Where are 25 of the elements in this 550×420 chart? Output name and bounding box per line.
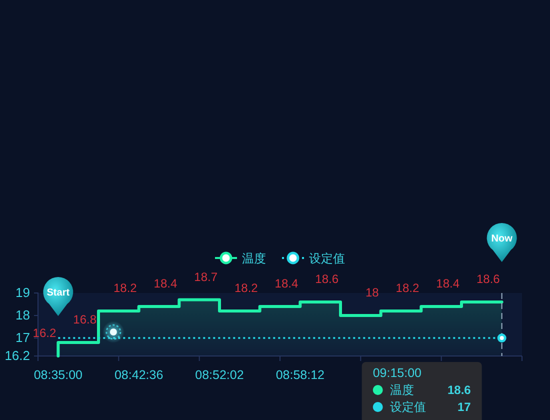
data-label: 18.4 — [274, 276, 298, 290]
data-label: 18.7 — [194, 270, 218, 284]
data-label: 18.6 — [315, 272, 339, 286]
x-tick-label: 08:42:36 — [114, 368, 164, 382]
data-label: 18.2 — [396, 281, 420, 295]
data-label: 18.6 — [476, 272, 500, 286]
x-tick-label: 08:58:12 — [276, 368, 325, 382]
data-label: 18.4 — [436, 276, 460, 290]
annotation: Start — [46, 288, 70, 298]
data-label: 16.2 — [32, 326, 56, 340]
data-label: 18.2 — [234, 281, 258, 295]
data-label: 18.2 — [113, 281, 138, 295]
text: Now — [491, 234, 513, 244]
y-tick-label: 19 — [16, 285, 30, 300]
data-label: 16.8 — [73, 312, 97, 326]
data-label: 18.4 — [154, 276, 178, 290]
y-tick-label: 16.2 — [4, 348, 30, 364]
y-tick-label: 18 — [16, 308, 30, 323]
y-tick-label: 17 — [16, 330, 30, 346]
legend-label: 设定值 — [309, 252, 345, 266]
data-label: 18 — [365, 286, 380, 300]
x-tick-label: 08:52:02 — [195, 368, 244, 382]
tooltip: 09:15:00 温度 18.6 设定值 17 — [362, 362, 482, 420]
legend-label: 温度 — [242, 252, 266, 266]
x-tick-label: 08:35:00 — [34, 368, 83, 382]
